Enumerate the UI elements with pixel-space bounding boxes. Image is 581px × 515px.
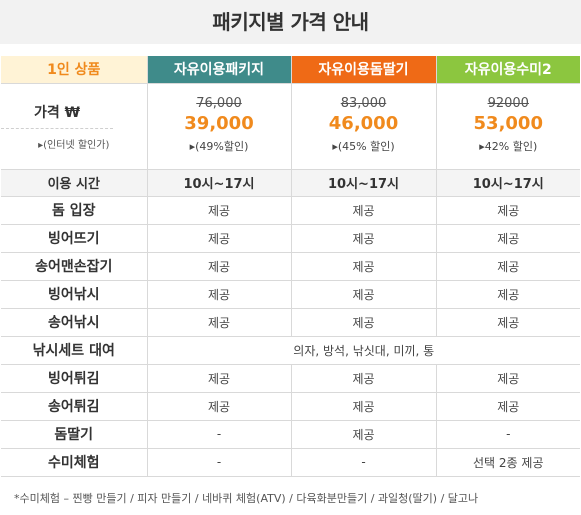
table-cell: 제공 xyxy=(147,308,292,337)
row-label: 이용 시간 xyxy=(1,169,148,197)
discount-text: ▸(45% 할인) xyxy=(332,140,395,153)
row-label: 낚시세트 대여 xyxy=(1,336,148,365)
header-package-strawberry: 자유이용돔딸기 xyxy=(291,56,437,84)
table-cell: 제공 xyxy=(147,364,292,393)
table-cell: 제공 xyxy=(291,420,437,449)
package-price-table: 1인 상품 자유이용패키지 자유이용돔딸기 자유이용수미2 가격 ₩ ▸(인터넷… xyxy=(1,56,580,477)
table-cell: 제공 xyxy=(436,280,580,309)
row-label: 송어맨손잡기 xyxy=(1,252,148,281)
table-row: 수미체험 - - 선택 2종 제공 xyxy=(1,448,580,477)
table-row: 송어낚시 제공 제공 제공 xyxy=(1,308,580,337)
table-row: 돔 입장 제공 제공 제공 xyxy=(1,196,580,225)
row-label: 수미체험 xyxy=(1,448,148,477)
price-cell: 76,000 39,000 ▸(49%할인) xyxy=(147,83,292,170)
table-row: 낚시세트 대여 의자, 방석, 낚싯대, 미끼, 통 xyxy=(1,336,580,365)
table-cell: 제공 xyxy=(291,308,437,337)
header-package-sumi: 자유이용수미2 xyxy=(436,56,580,84)
row-label: 돔딸기 xyxy=(1,420,148,449)
header-package-free: 자유이용패키지 xyxy=(147,56,292,84)
table-cell: - xyxy=(436,420,580,449)
table-row: 빙어튀김 제공 제공 제공 xyxy=(1,364,580,393)
new-price: 53,000 xyxy=(473,113,543,134)
table-row: 송어맨손잡기 제공 제공 제공 xyxy=(1,252,580,281)
row-label: 송어낚시 xyxy=(1,308,148,337)
new-price: 39,000 xyxy=(184,113,254,134)
table-cell: 제공 xyxy=(147,224,292,253)
price-sublabel: ▸(인터넷 할인가) xyxy=(38,139,110,151)
new-price: 46,000 xyxy=(328,113,399,134)
table-cell: 제공 xyxy=(436,252,580,281)
table-cell: 제공 xyxy=(291,252,437,281)
old-price: 83,000 xyxy=(340,96,387,111)
table-cell: 제공 xyxy=(436,224,580,253)
table-cell: 제공 xyxy=(147,196,292,225)
table-cell: 제공 xyxy=(147,280,292,309)
table-row: 송어튀김 제공 제공 제공 xyxy=(1,392,580,421)
row-label: 송어튀김 xyxy=(1,392,148,421)
time-row: 이용 시간 10시~17시 10시~17시 10시~17시 xyxy=(1,169,580,197)
discount-text: ▸(49%할인) xyxy=(189,140,249,153)
page-title: 패키지별 가격 안내 xyxy=(0,0,581,44)
table-cell: 선택 2종 제공 xyxy=(436,448,580,477)
old-price: 76,000 xyxy=(196,96,242,111)
table-row: 돔딸기 - 제공 - xyxy=(1,420,580,449)
price-cell: 92000 53,000 ▸42% 할인) xyxy=(436,83,580,170)
time-cell: 10시~17시 xyxy=(147,169,292,197)
merged-cell: 의자, 방석, 낚싯대, 미끼, 통 xyxy=(147,336,580,365)
row-label: 빙어뜨기 xyxy=(1,224,148,253)
price-label-cell: 가격 ₩ ▸(인터넷 할인가) xyxy=(1,83,148,170)
table-cell: 제공 xyxy=(436,364,580,393)
table-cell: 제공 xyxy=(291,196,437,225)
table-cell: 제공 xyxy=(291,224,437,253)
time-cell: 10시~17시 xyxy=(436,169,580,197)
table-cell: 제공 xyxy=(147,392,292,421)
row-label: 빙어튀김 xyxy=(1,364,148,393)
time-cell: 10시~17시 xyxy=(291,169,437,197)
table-cell: 제공 xyxy=(436,308,580,337)
table-cell: - xyxy=(147,420,292,449)
table-cell: 제공 xyxy=(147,252,292,281)
row-label: 돔 입장 xyxy=(1,196,148,225)
header-single-product: 1인 상품 xyxy=(1,56,148,84)
table-row: 빙어낚시 제공 제공 제공 xyxy=(1,280,580,309)
table-cell: 제공 xyxy=(291,364,437,393)
row-label: 빙어낚시 xyxy=(1,280,148,309)
discount-text: ▸42% 할인) xyxy=(479,140,538,153)
table-cell: - xyxy=(291,448,437,477)
table-cell: 제공 xyxy=(436,392,580,421)
price-cell: 83,000 46,000 ▸(45% 할인) xyxy=(291,83,437,170)
table-cell: - xyxy=(147,448,292,477)
table-header-row: 1인 상품 자유이용패키지 자유이용돔딸기 자유이용수미2 xyxy=(1,56,580,84)
old-price: 92000 xyxy=(487,96,529,111)
table-cell: 제공 xyxy=(291,392,437,421)
price-label: 가격 ₩ xyxy=(1,102,113,129)
price-row: 가격 ₩ ▸(인터넷 할인가) 76,000 39,000 ▸(49%할인) 8… xyxy=(1,83,580,170)
table-row: 빙어뜨기 제공 제공 제공 xyxy=(1,224,580,253)
table-cell: 제공 xyxy=(291,280,437,309)
footnote: *수미체험 – 찐빵 만들기 / 피자 만들기 / 네바퀴 체험(ATV) / … xyxy=(14,492,479,505)
table-cell: 제공 xyxy=(436,196,580,225)
